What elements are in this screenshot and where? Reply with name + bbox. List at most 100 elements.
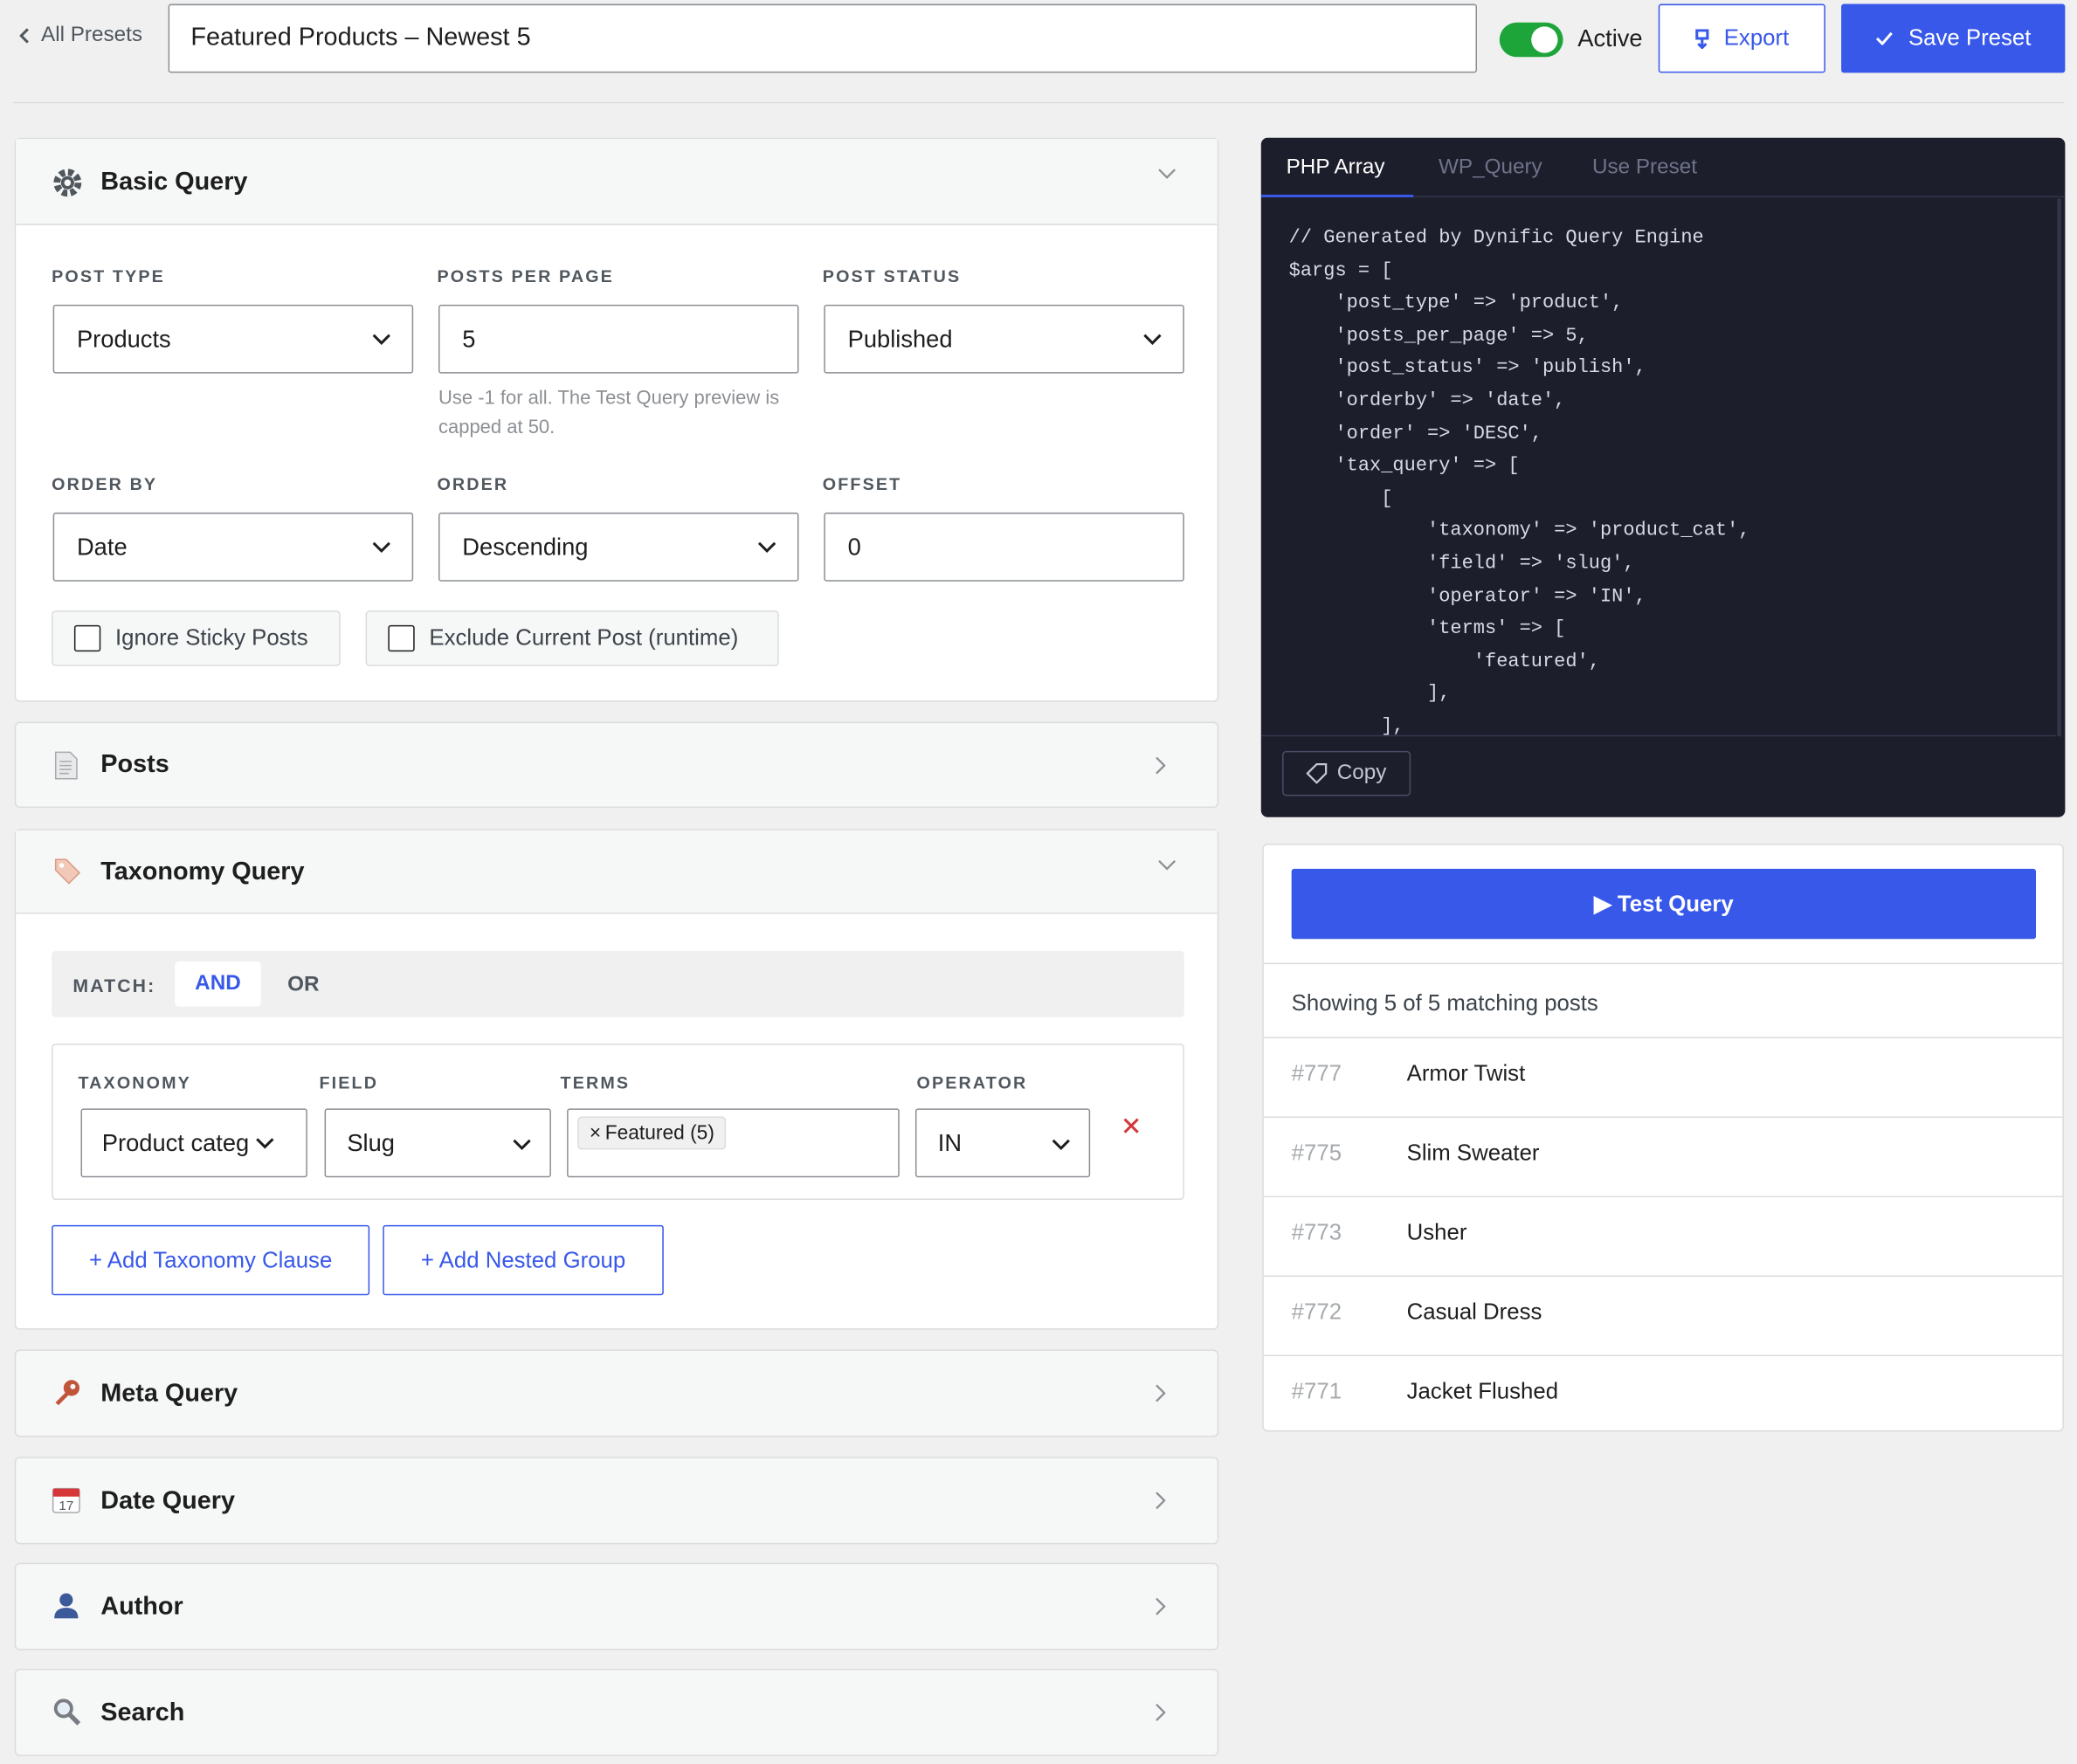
column-label: OPERATOR: [916, 1072, 1028, 1093]
field-value: 5: [462, 325, 476, 352]
field-input[interactable]: Date: [52, 512, 414, 582]
post-title: Usher: [1406, 1219, 1467, 1245]
collapsed-section[interactable]: Meta Query: [14, 1349, 1219, 1437]
field-value: 0: [847, 533, 861, 560]
post-title: Slim Sweater: [1406, 1140, 1540, 1166]
term-chip: × Featured (5): [577, 1116, 727, 1150]
collapsed-section[interactable]: Author: [14, 1562, 1219, 1650]
field-label: POSTS PER PAGE: [437, 265, 614, 286]
operator-select[interactable]: IN: [914, 1108, 1091, 1178]
code-line: 'post_type' => 'product',: [1288, 293, 1624, 314]
chevron-right: [1156, 1704, 1166, 1721]
chevron-right: [1156, 756, 1166, 775]
match-option[interactable]: OR: [287, 973, 320, 996]
checkbox-option[interactable]: Ignore Sticky Posts: [52, 610, 341, 666]
field-input[interactable]: 0: [824, 512, 1184, 582]
checkbox-label: Exclude Current Post (runtime): [429, 624, 739, 651]
code-panel: PHP Array WP_Query Use Preset // Generat…: [1260, 137, 2066, 817]
tab[interactable]: PHP Array: [1286, 155, 1385, 179]
section-icon: [55, 1380, 79, 1406]
post-title: Armor Twist: [1406, 1060, 1526, 1086]
code-line: 'post_status' => 'publish',: [1288, 358, 1646, 380]
field-input[interactable]: Products: [52, 304, 414, 374]
code-line: ],: [1288, 716, 1404, 737]
active-toggle[interactable]: [1499, 22, 1563, 58]
active-label: Active: [1577, 24, 1643, 52]
field-label: ORDER BY: [52, 473, 158, 494]
add-clause-button[interactable]: + Add Taxonomy Clause: [52, 1224, 370, 1296]
preset-name-input[interactable]: Featured Products – Newest 5: [168, 3, 1478, 73]
code-line: 'tax_query' => [: [1288, 455, 1520, 478]
match-bar: MATCH: AND OR: [52, 950, 1184, 1017]
checkbox: [73, 624, 101, 652]
field-select[interactable]: Slug: [324, 1108, 551, 1178]
match-option[interactable]: AND: [175, 961, 261, 1007]
basic-query-card: Basic Query POST TYPE Products POSTS PER P…: [14, 137, 1219, 702]
fields: POST TYPE Products POSTS PER PAGE 5 Use -1 f…: [16, 139, 1218, 700]
terms-input[interactable]: × Featured (5): [567, 1108, 900, 1178]
section-title: Search: [100, 1699, 185, 1727]
export-button[interactable]: Export: [1658, 3, 1825, 73]
card-header[interactable]: [16, 139, 1218, 225]
checkbox-option[interactable]: Exclude Current Post (runtime): [365, 610, 779, 666]
result-row[interactable]: #772 Casual Dress: [1263, 1277, 2063, 1356]
result-row[interactable]: #777 Armor Twist: [1263, 1038, 2063, 1119]
save-text: Save Preset: [1908, 24, 2032, 51]
section-title: Posts: [100, 750, 169, 779]
section-icon: [53, 1699, 81, 1726]
chevron-right: [1156, 1492, 1166, 1510]
taxonomy-card: Taxonomy Query MATCH: AND OR TAXONOMY FI…: [14, 829, 1219, 1330]
post-id: #771: [1291, 1378, 1342, 1404]
field-label: ORDER: [437, 473, 509, 494]
help-text: Use -1 for all. The Test Query preview i…: [438, 388, 780, 438]
back-link[interactable]: All Presets: [18, 24, 142, 47]
export-text: Export: [1723, 24, 1790, 51]
section-icon: 17: [52, 1487, 80, 1513]
code-line: 'operator' => 'IN',: [1288, 586, 1646, 608]
scrollbar: [2057, 198, 2061, 737]
post-id: #773: [1291, 1219, 1342, 1245]
result-row[interactable]: #771 Jacket Flushed: [1264, 1356, 2063, 1436]
add-group-button[interactable]: + Add Nested Group: [383, 1224, 664, 1296]
field-input[interactable]: Descending: [438, 512, 799, 582]
result-row[interactable]: #773 Usher: [1263, 1197, 2063, 1278]
field-label: POST TYPE: [52, 265, 165, 286]
tab-bar: [1260, 138, 2066, 197]
collapsed-section[interactable]: 17 Date Query: [14, 1457, 1219, 1545]
card-header[interactable]: [16, 830, 1218, 914]
copy-button[interactable]: Copy: [1282, 750, 1411, 796]
chevron-down: [1158, 859, 1177, 871]
test-query-button[interactable]: ▶ Test Query: [1291, 868, 2037, 940]
field-label: POST STATUS: [822, 265, 962, 286]
collapsed-section[interactable]: Search: [14, 1668, 1219, 1757]
chevron-down: [1158, 169, 1177, 179]
section-title: Basic Query: [100, 168, 248, 196]
post-title: Casual Dress: [1406, 1299, 1542, 1325]
gear-icon: [53, 169, 82, 197]
code-line: 'featured',: [1288, 651, 1600, 673]
code-line: 'orderby' => 'date',: [1288, 390, 1566, 412]
remove-clause[interactable]: [1123, 1118, 1139, 1134]
code-area: // Generated by Dynific Query Engine $arg…: [1260, 198, 2056, 737]
tab[interactable]: Use Preset: [1591, 155, 1697, 179]
chip-remove[interactable]: ×: [589, 1121, 602, 1145]
active-tab[interactable]: [1260, 138, 1414, 197]
section-title: Date Query: [100, 1487, 236, 1515]
field-value: Descending: [462, 533, 589, 560]
post-id: #775: [1291, 1140, 1342, 1166]
svg-text:17: 17: [59, 1499, 73, 1513]
results-card: ▶ Test Query Showing 5 of 5 matching pos…: [1262, 844, 2064, 1432]
field-label: OFFSET: [822, 473, 902, 494]
taxonomy-select[interactable]: Product categ: [80, 1108, 307, 1178]
save-button[interactable]: Save Preset: [1841, 3, 2066, 73]
chip-text: Featured (5): [604, 1121, 714, 1145]
field-input[interactable]: Published: [824, 304, 1184, 374]
posts-card[interactable]: Posts: [14, 721, 1219, 809]
select-value: Slug: [347, 1128, 395, 1156]
results-list: #777 Armor Twist #775 Slim Sweater #773 Usher…: [1263, 1037, 2063, 1431]
result-row[interactable]: #775 Slim Sweater: [1263, 1118, 2063, 1198]
field-input[interactable]: 5: [438, 304, 799, 374]
tab[interactable]: WP_Query: [1439, 155, 1542, 179]
doc-icon: [54, 751, 78, 780]
chevron-right: [1156, 1597, 1166, 1616]
